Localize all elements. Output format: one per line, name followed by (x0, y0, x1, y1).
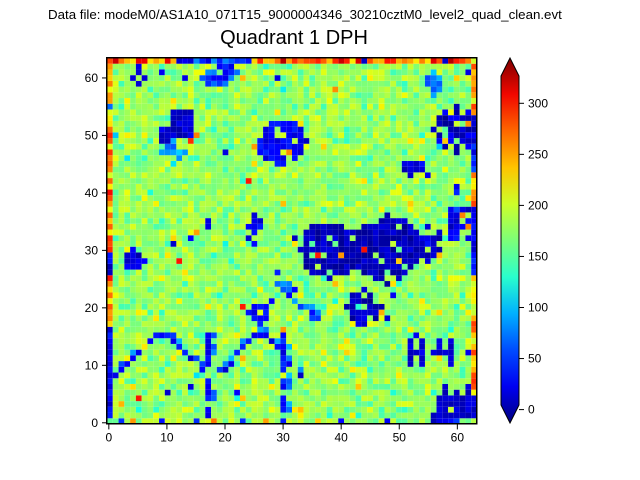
svg-text:10: 10 (160, 430, 174, 444)
svg-text:0: 0 (91, 416, 98, 430)
svg-text:40: 40 (334, 430, 348, 444)
svg-text:0: 0 (528, 403, 535, 417)
svg-text:0: 0 (105, 430, 112, 444)
svg-text:30: 30 (276, 430, 290, 444)
svg-text:20: 20 (218, 430, 232, 444)
svg-text:50: 50 (393, 430, 407, 444)
svg-text:200: 200 (528, 198, 548, 212)
svg-text:60: 60 (451, 430, 465, 444)
svg-text:10: 10 (85, 358, 99, 372)
svg-text:250: 250 (528, 147, 548, 161)
svg-text:60: 60 (85, 71, 99, 85)
svg-text:40: 40 (85, 186, 99, 200)
svg-text:300: 300 (528, 96, 548, 110)
svg-text:100: 100 (528, 301, 548, 315)
svg-text:50: 50 (528, 352, 542, 366)
svg-text:20: 20 (85, 301, 99, 315)
svg-text:30: 30 (85, 243, 99, 257)
svg-text:150: 150 (528, 249, 548, 263)
svg-text:50: 50 (85, 128, 99, 142)
